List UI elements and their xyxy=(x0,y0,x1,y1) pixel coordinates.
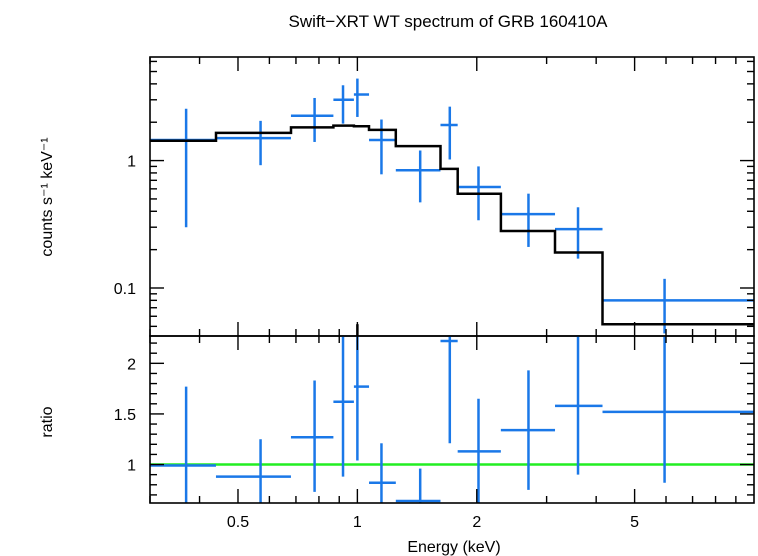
x-tick-label: 0.5 xyxy=(227,514,249,531)
x-tick-label: 1 xyxy=(353,514,362,531)
x-tick-label: 2 xyxy=(472,514,481,531)
x-tick-label: 5 xyxy=(630,514,639,531)
ratio-y-axis-label: ratio xyxy=(39,406,56,437)
model-step-line xyxy=(150,124,754,326)
ratio-ytick-label: 1.5 xyxy=(114,407,136,424)
ratio-frame xyxy=(149,335,755,504)
ratio-ytick-label: 2 xyxy=(127,356,136,373)
ratio-panel: 1 1.5 2 0.5 1 2 5 xyxy=(114,335,755,531)
chart-title: Swift−XRT WT spectrum of GRB 160410A xyxy=(289,12,609,31)
spectrum-y-axis-label: counts s⁻¹ keV⁻¹ xyxy=(39,137,56,256)
spectrum-ytick-label: 0.1 xyxy=(114,281,136,298)
spectrum-panel: 0.11 xyxy=(114,56,755,337)
ratio-ytick-label: 1 xyxy=(127,458,136,475)
x-axis-label: Energy (keV) xyxy=(407,539,500,556)
spectrum-ytick-label: 1 xyxy=(127,154,136,171)
